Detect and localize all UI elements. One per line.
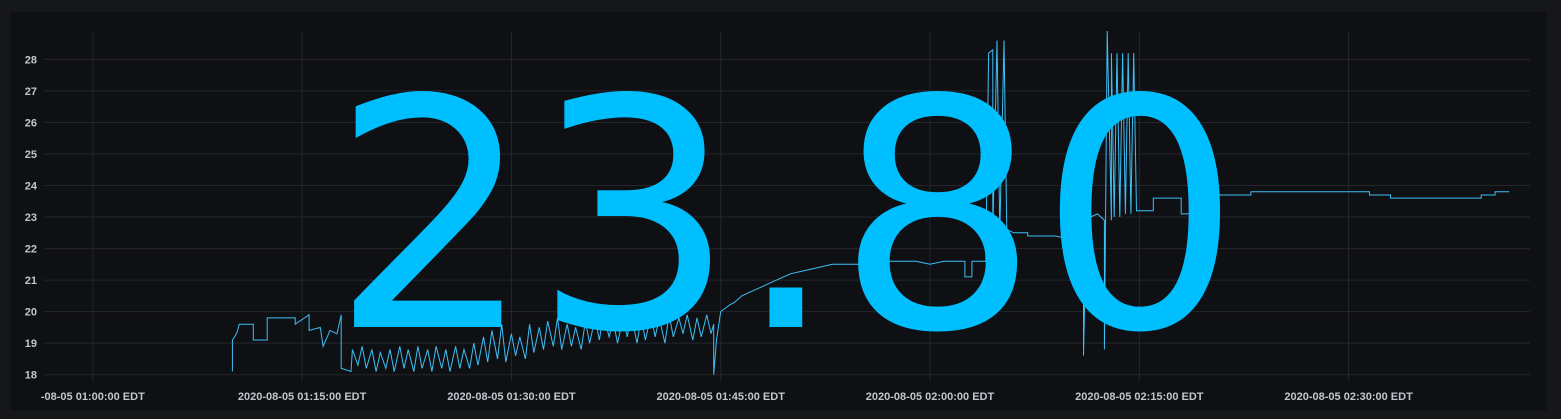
series-line <box>231 30 1510 375</box>
y-tick-label: 26 <box>25 117 37 129</box>
x-tick-label: -08-05 01:00:00 EDT <box>41 391 145 403</box>
y-tick-label: 20 <box>25 307 37 319</box>
y-tick-label: 18 <box>25 370 37 382</box>
x-tick-label: 2020-08-05 02:30:00 EDT <box>1284 391 1413 403</box>
chart-grid <box>44 31 1530 381</box>
y-tick-label: 23 <box>25 212 37 224</box>
x-tick-label: 2020-08-05 01:30:00 EDT <box>447 391 576 403</box>
stat-panel <box>10 12 1547 411</box>
x-tick-label: 2020-08-05 02:00:00 EDT <box>866 391 995 403</box>
x-tick-label: 2020-08-05 02:15:00 EDT <box>1075 391 1204 403</box>
y-tick-label: 19 <box>25 338 37 350</box>
x-tick-label: 2020-08-05 01:15:00 EDT <box>238 391 367 403</box>
y-axis: 18 19 20 21 22 23 24 25 26 27 28 <box>25 54 38 381</box>
x-tick-label: 2020-08-05 01:45:00 EDT <box>657 391 786 403</box>
y-tick-label: 28 <box>25 54 37 66</box>
y-tick-label: 27 <box>25 86 37 98</box>
y-tick-label: 25 <box>25 149 37 161</box>
x-axis: -08-05 01:00:00 EDT 2020-08-05 01:15:00 E… <box>41 391 1413 403</box>
y-tick-label: 21 <box>25 275 37 287</box>
y-tick-label: 24 <box>25 181 38 193</box>
stat-value: 23.80 <box>331 32 1241 402</box>
y-tick-label: 22 <box>25 244 37 256</box>
